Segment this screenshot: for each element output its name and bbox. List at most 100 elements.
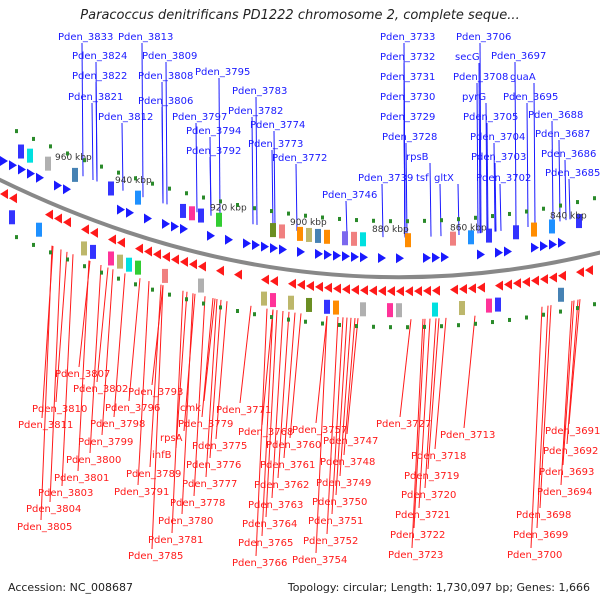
reverse-cog-block[interactable] (495, 297, 501, 312)
reverse-gene-arrow[interactable] (333, 283, 341, 294)
reverse-gene-label[interactable]: Pden_3749 (316, 478, 371, 489)
reverse-gene-arrow[interactable] (81, 224, 89, 235)
reverse-gene-label[interactable]: Pden_3778 (170, 498, 225, 509)
forward-cog-block[interactable] (405, 233, 411, 248)
reverse-gene-arrow[interactable] (306, 280, 314, 291)
reverse-cog-block[interactable] (162, 268, 168, 283)
reverse-gene-label[interactable]: Pden_3760 (266, 440, 321, 451)
forward-cog-block[interactable] (513, 225, 519, 240)
reverse-gene-arrow[interactable] (495, 280, 503, 291)
reverse-cog-block[interactable] (360, 302, 366, 317)
reverse-gene-label[interactable]: Pden_3718 (411, 451, 466, 462)
reverse-gene-arrow[interactable] (477, 282, 485, 293)
reverse-gene-label[interactable]: Pden_3802 (73, 384, 128, 395)
reverse-gene-label[interactable]: Pden_3775 (192, 441, 247, 452)
reverse-gene-label[interactable]: Pden_3800 (66, 455, 121, 466)
forward-cog-block[interactable] (279, 224, 285, 239)
reverse-gene-arrow[interactable] (54, 213, 62, 224)
reverse-gene-arrow[interactable] (450, 284, 458, 295)
reverse-gene-arrow[interactable] (387, 286, 395, 297)
forward-gene-label[interactable]: Pden_3739 (358, 173, 413, 184)
forward-cog-block[interactable] (270, 223, 276, 238)
reverse-gene-arrow[interactable] (45, 209, 53, 220)
forward-gene-label[interactable]: Pden_3688 (528, 110, 583, 121)
forward-gene-label[interactable]: Pden_3703 (471, 152, 526, 163)
reverse-gene-label[interactable]: ihfB (152, 450, 172, 461)
reverse-gene-label[interactable]: Pden_3691 (545, 426, 600, 437)
reverse-gene-label[interactable]: Pden_3698 (516, 510, 571, 521)
forward-gene-arrow[interactable] (0, 155, 8, 166)
reverse-gene-arrow[interactable] (288, 278, 296, 289)
forward-gene-arrow[interactable] (63, 184, 71, 195)
reverse-gene-label[interactable]: Pden_3764 (242, 519, 297, 530)
forward-cog-block[interactable] (531, 222, 537, 237)
reverse-gene-label[interactable]: Pden_3804 (26, 504, 81, 515)
forward-gene-arrow[interactable] (243, 238, 251, 249)
reverse-cog-block[interactable] (324, 299, 330, 314)
forward-gene-arrow[interactable] (423, 252, 431, 263)
reverse-gene-arrow[interactable] (378, 285, 386, 296)
forward-gene-arrow[interactable] (54, 180, 62, 191)
reverse-cog-block[interactable] (288, 295, 294, 310)
reverse-gene-arrow[interactable] (261, 274, 269, 285)
forward-cog-block[interactable] (342, 231, 348, 246)
reverse-gene-label[interactable]: Pden_3713 (440, 430, 495, 441)
forward-gene-arrow[interactable] (558, 237, 566, 248)
forward-gene-arrow[interactable] (279, 244, 287, 255)
reverse-gene-label[interactable]: Pden_3805 (17, 522, 72, 533)
forward-cog-block[interactable] (351, 231, 357, 246)
reverse-gene-arrow[interactable] (405, 286, 413, 297)
forward-gene-label[interactable]: Pden_3704 (470, 132, 525, 143)
reverse-cog-block[interactable] (108, 251, 114, 266)
reverse-gene-label[interactable]: Pden_3727 (376, 419, 431, 430)
reverse-gene-arrow[interactable] (108, 234, 116, 245)
reverse-gene-label[interactable]: Pden_3766 (232, 558, 287, 569)
forward-gene-arrow[interactable] (441, 252, 449, 263)
forward-gene-label[interactable]: Pden_3794 (186, 126, 241, 137)
forward-gene-label[interactable]: Pden_3783 (232, 86, 287, 97)
reverse-gene-label[interactable]: Pden_3751 (308, 516, 363, 527)
forward-cog-block[interactable] (180, 203, 186, 218)
forward-gene-arrow[interactable] (270, 243, 278, 254)
reverse-gene-label[interactable]: Pden_3793 (128, 387, 183, 398)
forward-gene-arrow[interactable] (333, 250, 341, 261)
forward-gene-label[interactable]: Pden_3813 (118, 32, 173, 43)
forward-cog-block[interactable] (108, 181, 114, 196)
reverse-gene-label[interactable]: Pden_3763 (248, 500, 303, 511)
reverse-gene-label[interactable]: Pden_3780 (158, 516, 213, 527)
forward-gene-arrow[interactable] (27, 168, 35, 179)
reverse-gene-label[interactable]: Pden_3810 (32, 404, 87, 415)
forward-gene-arrow[interactable] (360, 252, 368, 263)
forward-cog-block[interactable] (45, 156, 51, 171)
forward-gene-arrow[interactable] (162, 218, 170, 229)
reverse-gene-arrow[interactable] (144, 246, 152, 257)
reverse-cog-block[interactable] (198, 278, 204, 293)
reverse-gene-label[interactable]: Pden_3761 (260, 460, 315, 471)
reverse-cog-block[interactable] (306, 297, 312, 312)
forward-gene-label[interactable]: secG (455, 52, 480, 63)
reverse-gene-label[interactable]: Pden_3700 (507, 550, 562, 561)
forward-gene-arrow[interactable] (171, 221, 179, 232)
reverse-cog-block[interactable] (135, 260, 141, 275)
reverse-gene-arrow[interactable] (342, 284, 350, 295)
forward-gene-label[interactable]: Pden_3733 (380, 32, 435, 43)
forward-gene-arrow[interactable] (117, 204, 125, 215)
forward-cog-block[interactable] (468, 230, 474, 245)
forward-gene-arrow[interactable] (549, 239, 557, 250)
forward-gene-label[interactable]: tsf (416, 173, 429, 184)
reverse-gene-label[interactable]: Pden_3694 (537, 487, 592, 498)
reverse-gene-label[interactable]: Pden_3768 (238, 427, 293, 438)
forward-gene-label[interactable]: Pden_3772 (272, 153, 327, 164)
reverse-gene-label[interactable]: Pden_3719 (404, 471, 459, 482)
forward-gene-label[interactable]: Pden_3729 (380, 112, 435, 123)
reverse-gene-label[interactable]: Pden_3762 (254, 480, 309, 491)
reverse-gene-label[interactable]: Pden_3748 (320, 457, 375, 468)
forward-gene-arrow[interactable] (315, 248, 323, 259)
forward-gene-arrow[interactable] (207, 230, 215, 241)
forward-gene-label[interactable]: Pden_3697 (491, 51, 546, 62)
forward-gene-label[interactable]: Pden_3821 (68, 92, 123, 103)
reverse-cog-block[interactable] (396, 303, 402, 318)
forward-gene-label[interactable]: Pden_3792 (186, 146, 241, 157)
reverse-gene-arrow[interactable] (198, 261, 206, 272)
